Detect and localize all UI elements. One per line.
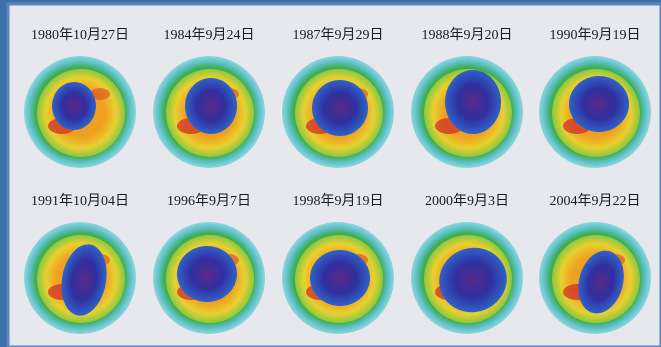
page: 1980年10月27日 1984年9月24日 1987年9月29日 1988年9月20… [0,0,661,347]
date-label: 1988年9月20日 [422,27,513,43]
disk-hole [569,76,629,132]
ozone-map [282,222,394,334]
ozone-map [539,222,651,334]
ozone-map [24,222,136,334]
disk-hole [312,80,368,136]
ozone-map [411,56,523,168]
date-label: 1991年10月04日 [31,193,129,209]
ozone-map [24,56,136,168]
ozone-map [153,222,265,334]
ozone-map [282,56,394,168]
date-label: 1980年10月27日 [31,27,129,43]
date-label: 1996年9月7日 [167,193,251,209]
date-label: 1984年9月24日 [164,27,255,43]
ozone-map [539,56,651,168]
date-label: 1987年9月29日 [293,27,384,43]
disk-hole [185,78,237,134]
ozone-figure: 1980年10月27日 1984年9月24日 1987年9月29日 1988年9月20… [0,0,661,347]
disk-hole [445,70,501,134]
disk-hole [52,82,96,130]
date-label: 1998年9月19日 [293,193,384,209]
date-label: 2004年9月22日 [550,193,641,209]
disk-hole [177,246,237,302]
disk-hole [310,250,370,306]
ozone-map [153,56,265,168]
date-label: 2000年9月3日 [425,193,509,209]
date-label: 1990年9月19日 [550,27,641,43]
ozone-map [411,222,523,334]
